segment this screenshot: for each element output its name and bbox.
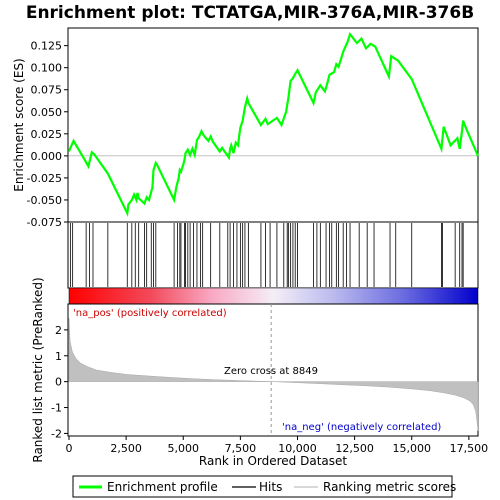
enrichment-profile-line	[67, 31, 480, 217]
negative-correlation-label: 'na_neg' (negatively correlated)	[282, 422, 441, 433]
ranking-y-tick-label: -2	[51, 427, 62, 440]
rank-x-axis: 0 2,500 5,000 7,500 10,000 12,500 15,000 17,500	[66, 436, 489, 455]
positive-correlation-label: 'na_pos' (positively correlated)	[73, 308, 227, 319]
es-y-tick-label: 0.100	[31, 62, 63, 75]
zero-cross-label: Zero cross at 8849	[224, 366, 318, 377]
es-y-tick-label: 0.075	[31, 84, 63, 97]
legend-ranking-label: Ranking metric scores	[323, 480, 456, 494]
es-panel-frame	[67, 27, 479, 223]
es-y-tick-label: 0.025	[31, 128, 63, 141]
es-y-tick-label: -0.050	[27, 194, 62, 207]
ranking-y-tick-label: 1	[55, 350, 62, 363]
ranking-y-tick-label: -1	[51, 402, 62, 415]
ranking-y-tick-label: 2	[55, 324, 62, 337]
es-y-axis-label: Enrichment score (ES)	[12, 58, 26, 191]
x-tick-label: 17,500	[450, 442, 489, 455]
chart-title: Enrichment plot: TCTATGA,MIR-376A,MIR-37…	[26, 3, 474, 23]
x-tick-label: 5,000	[167, 442, 199, 455]
x-tick-label: 12,500	[335, 442, 374, 455]
es-y-tick-label: 0.125	[31, 40, 63, 53]
legend-hits-label: Hits	[259, 480, 282, 494]
x-tick-label: 2,500	[110, 442, 142, 455]
legend-box	[72, 475, 453, 498]
legend-enrichment-label: Enrichment profile	[107, 480, 218, 494]
hits-panel-frame	[67, 221, 479, 289]
ranking-y-axis-label: Ranked list metric (PreRanked)	[31, 277, 45, 462]
ranking-panel-frame	[67, 303, 479, 437]
x-tick-label: 15,000	[392, 442, 431, 455]
es-y-tick-label: 0.000	[31, 150, 63, 163]
x-tick-label: 0	[66, 442, 73, 455]
rank-color-bar	[68, 287, 479, 305]
es-y-tick-label: -0.025	[27, 172, 62, 185]
x-tick-label: 10,000	[278, 442, 317, 455]
es-y-tick-label: 0.050	[31, 106, 63, 119]
ranking-metric-area	[68, 318, 479, 431]
hits-markers	[69, 223, 464, 287]
es-y-tick-label: -0.075	[27, 216, 62, 229]
ranking-y-tick-label: 0	[55, 376, 62, 389]
x-axis-label: Rank in Ordered Dataset	[199, 454, 347, 468]
es-y-axis: -0.075 -0.050 -0.025 0.000 0.025 0.050 0.075 0.…	[27, 40, 68, 229]
ranking-y-axis: -2 -1 0 1 2	[51, 324, 68, 440]
x-tick-label: 7,500	[225, 442, 257, 455]
